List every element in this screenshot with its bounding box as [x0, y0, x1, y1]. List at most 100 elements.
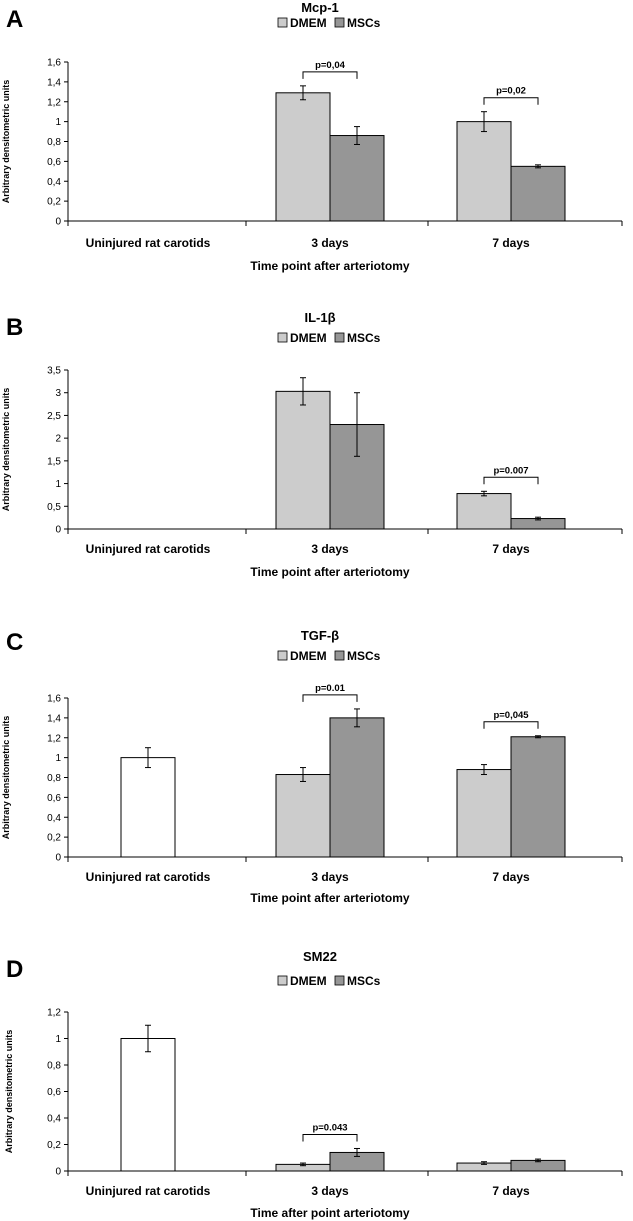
- bar-dmem: [456, 493, 512, 530]
- y-axis-label: Arbitrary densitometric units: [1, 716, 11, 840]
- legend-label-mscs: MSCs: [347, 974, 381, 988]
- y-tick-label: 1: [55, 117, 61, 128]
- legend-label-dmem: DMEM: [290, 16, 327, 30]
- x-category-label: 7 days: [492, 870, 530, 884]
- y-tick-label: 1,2: [47, 1008, 61, 1019]
- legend-swatch-mscs: [334, 650, 345, 661]
- p-value-label: p=0.01: [315, 683, 346, 694]
- legend-label-mscs: MSCs: [347, 16, 381, 30]
- y-tick-label: 0,6: [47, 793, 61, 804]
- bar-mscs: [329, 135, 385, 222]
- y-axis-label: Arbitrary densitometric units: [1, 388, 11, 512]
- y-tick-label: 0,8: [47, 1061, 61, 1072]
- p-value-label: p=0.007: [493, 465, 528, 476]
- y-tick-label: 0,5: [47, 502, 61, 513]
- x-category-label: 7 days: [492, 1184, 530, 1198]
- bar-dmem: [275, 774, 331, 858]
- y-tick-label: 1,2: [47, 733, 61, 744]
- legend: DMEM MSCs: [277, 16, 381, 30]
- significance-annotation: p=0.007: [483, 465, 539, 485]
- y-tick-label: 0,4: [47, 1114, 61, 1125]
- chart-title: Mcp-1: [301, 0, 339, 15]
- legend-swatch-mscs: [334, 332, 345, 343]
- chart-title: SM22: [303, 949, 337, 964]
- x-axis-label: Time after point arteriotomy: [250, 1206, 409, 1220]
- x-axis-label: Time point after arteriotomy: [250, 891, 409, 905]
- y-tick-label: 0,6: [47, 157, 61, 168]
- legend: DMEM MSCs: [277, 974, 381, 988]
- legend-label-mscs: MSCs: [347, 649, 381, 663]
- bar-control: [120, 757, 176, 858]
- bar-dmem: [275, 390, 331, 530]
- y-tick-label: 0,2: [47, 197, 61, 208]
- y-tick-label: 0,4: [47, 813, 61, 824]
- panel-b: B IL-1β DMEM MSCs Arbitrary densitometric un…: [1, 310, 623, 579]
- y-tick-label: 2,5: [47, 411, 61, 422]
- bar-dmem: [275, 92, 331, 222]
- legend-label-dmem: DMEM: [290, 649, 327, 663]
- significance-bracket: [483, 97, 539, 105]
- x-category-label: Uninjured rat carotids: [86, 542, 211, 556]
- legend-label-dmem: DMEM: [290, 974, 327, 988]
- significance-bracket: [483, 476, 539, 485]
- legend-swatch-dmem: [277, 650, 288, 661]
- x-category-label: 3 days: [311, 870, 349, 884]
- significance-bracket: [302, 71, 358, 79]
- chart-title: TGF-β: [301, 628, 339, 643]
- significance-annotation: p=0.043: [302, 1122, 358, 1142]
- y-tick-label: 0,2: [47, 833, 61, 844]
- significance-annotation: p=0,04: [302, 60, 358, 79]
- legend-swatch-mscs: [334, 975, 345, 986]
- x-category-label: Uninjured rat carotids: [86, 870, 211, 884]
- y-tick-label: 0,2: [47, 1140, 61, 1151]
- x-category-label: 3 days: [311, 1184, 349, 1198]
- y-tick-label: 1: [55, 479, 61, 490]
- y-tick-label: 1,6: [47, 694, 61, 705]
- significance-bracket: [483, 721, 539, 729]
- bar-dmem: [456, 121, 512, 222]
- y-tick-label: 2: [55, 434, 61, 445]
- legend: DMEM MSCs: [277, 331, 381, 345]
- legend: DMEM MSCs: [277, 649, 381, 663]
- significance-annotation: p=0,02: [483, 86, 539, 105]
- y-tick-label: 0: [55, 1167, 61, 1178]
- panel-letter: A: [6, 6, 23, 33]
- panel-letter: C: [6, 629, 23, 656]
- x-category-label: 3 days: [311, 236, 349, 250]
- significance-bracket: [302, 694, 358, 702]
- y-tick-label: 0,6: [47, 1087, 61, 1098]
- y-tick-label: 0,4: [47, 177, 61, 188]
- y-tick-label: 1,6: [47, 58, 61, 69]
- bar-mscs: [329, 717, 385, 858]
- p-value-label: p=0,02: [496, 86, 526, 97]
- y-tick-label: 3,5: [47, 366, 61, 377]
- bar-mscs: [510, 736, 566, 858]
- x-category-label: 7 days: [492, 236, 530, 250]
- legend-label-dmem: DMEM: [290, 331, 327, 345]
- y-tick-label: 0: [55, 525, 61, 536]
- y-tick-label: 0: [55, 853, 61, 864]
- bar-mscs: [510, 165, 566, 222]
- y-tick-label: 0,8: [47, 773, 61, 784]
- x-category-label: Uninjured rat carotids: [86, 1184, 211, 1198]
- y-tick-label: 1,5: [47, 456, 61, 467]
- legend-swatch-mscs: [334, 17, 345, 28]
- y-tick-label: 1: [55, 753, 61, 764]
- significance-annotation: p=0,045: [483, 710, 539, 729]
- panel-d: D SM22 DMEM MSCs Arbitrary densitometric uni…: [4, 949, 623, 1220]
- significance-annotation: p=0.01: [302, 683, 358, 702]
- y-axis-label: Arbitrary densitometric units: [1, 80, 11, 204]
- legend-swatch-dmem: [277, 17, 288, 28]
- p-value-label: p=0,045: [493, 710, 529, 721]
- y-tick-label: 3: [55, 388, 61, 399]
- x-category-label: Uninjured rat carotids: [86, 236, 211, 250]
- y-tick-label: 0,8: [47, 137, 61, 148]
- y-tick-label: 1,4: [47, 77, 61, 88]
- x-axis-label: Time point after arteriotomy: [250, 565, 409, 579]
- p-value-label: p=0.043: [312, 1122, 347, 1133]
- bar-dmem: [456, 769, 512, 858]
- panel-letter: D: [6, 956, 23, 983]
- panel-letter: B: [6, 314, 23, 341]
- x-category-label: 7 days: [492, 542, 530, 556]
